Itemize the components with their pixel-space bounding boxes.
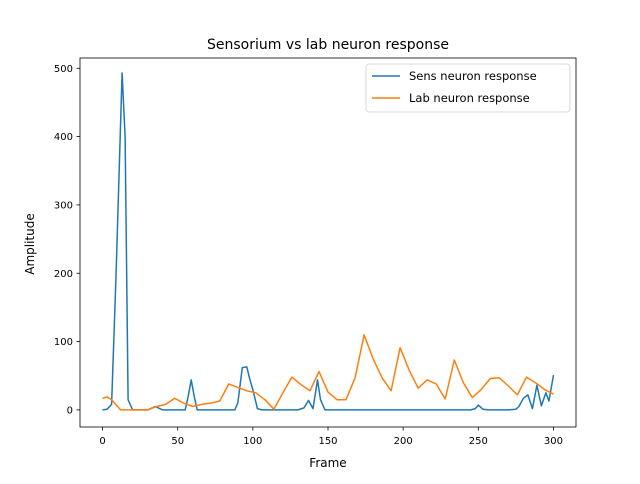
y-tick-label: 500 (54, 64, 73, 75)
y-axis-label: Amplitude (23, 213, 37, 275)
x-tick-label: 200 (394, 436, 413, 447)
x-tick-label: 250 (469, 436, 488, 447)
x-tick-label: 50 (171, 436, 184, 447)
x-tick-label: 0 (99, 436, 105, 447)
y-tick-label: 0 (67, 406, 73, 417)
legend-box (365, 63, 571, 113)
x-tick-label: 300 (544, 436, 563, 447)
x-tick-label: 150 (318, 436, 337, 447)
series-line-2 (102, 334, 554, 411)
plot-area: 0 50 100 150 200 250 300 0 100 200 300 400 500 Sens n… (54, 57, 577, 447)
x-tick-label: 100 (243, 436, 262, 447)
x-axis-label: Frame (309, 456, 346, 470)
legend-label-1: Sens neuron response (409, 69, 537, 83)
axes-frame (79, 57, 577, 428)
y-tick-label: 400 (54, 132, 73, 143)
y-tick-label: 200 (54, 269, 73, 280)
y-tick-label: 100 (54, 337, 73, 348)
series-line-1 (102, 72, 555, 411)
y-tick-label: 300 (54, 201, 73, 212)
chart-title: Sensorium vs lab neuron response (207, 37, 449, 53)
legend-label-2: Lab neuron response (409, 91, 530, 105)
